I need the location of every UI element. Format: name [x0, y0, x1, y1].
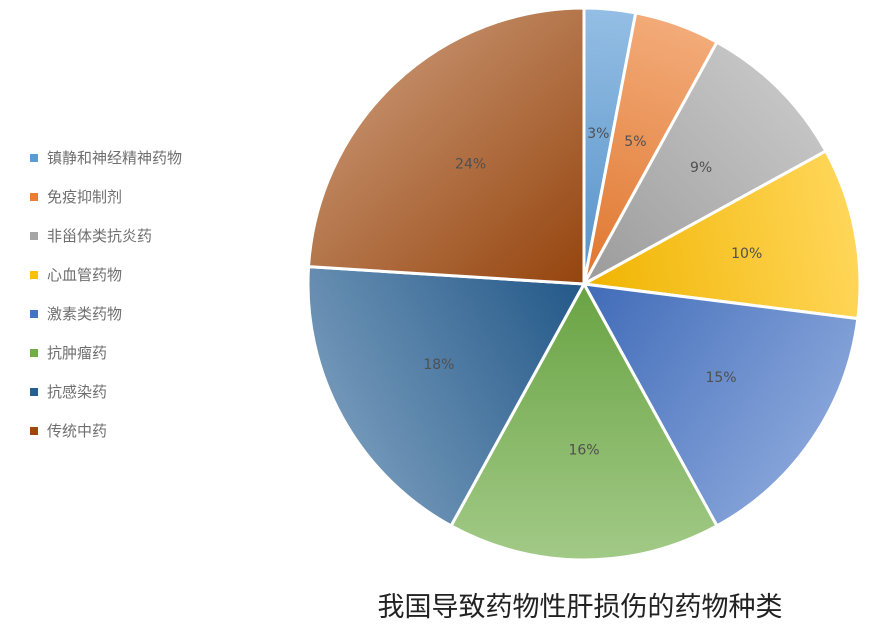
data-label-4: 10%: [731, 246, 762, 262]
legend: 镇静和神经精神药物免疫抑制剂非甾体类抗炎药心血管药物激素类药物抗肿瘤药抗感染药传…: [30, 149, 182, 440]
pie-slice-3: [582, 40, 828, 286]
data-label-6: 16%: [568, 443, 599, 459]
legend-label-1: 镇静和神经精神药物: [47, 149, 182, 167]
pie-slices: [306, 6, 862, 562]
data-label-8: 24%: [455, 156, 486, 172]
legend-label-5: 激素类药物: [47, 305, 122, 323]
legend-swatch-5: [30, 310, 38, 318]
pie-slice-4: [582, 149, 862, 321]
legend-swatch-2: [30, 193, 38, 201]
data-label-2: 5%: [624, 134, 646, 150]
legend-swatch-7: [30, 388, 38, 396]
chart-title: 我国导致药物性肝损伤的药物种类: [378, 592, 783, 623]
pie-slice-7: [306, 265, 586, 528]
legend-swatch-6: [30, 349, 38, 357]
data-label-7: 18%: [423, 357, 454, 373]
pie-data-labels: 3% 5% 9% 10% 15% 16% 18% 24%: [423, 126, 762, 459]
legend-label-8: 传统中药: [47, 422, 107, 440]
legend-label-3: 非甾体类抗炎药: [47, 227, 152, 245]
legend-swatch-8: [30, 427, 38, 435]
legend-swatch-4: [30, 271, 38, 279]
data-label-5: 15%: [705, 370, 736, 386]
data-label-1: 3%: [587, 126, 609, 142]
data-label-3: 9%: [690, 160, 712, 176]
pie-slice-8: [307, 6, 586, 286]
legend-label-6: 抗肿瘤药: [47, 344, 107, 362]
legend-swatch-3: [30, 232, 38, 240]
pie-slice-6: [449, 282, 719, 562]
legend-label-4: 心血管药物: [47, 266, 122, 284]
legend-swatch-1: [30, 154, 38, 162]
legend-label-7: 抗感染药: [47, 383, 107, 401]
legend-label-2: 免疫抑制剂: [47, 188, 122, 206]
pie-slice-5: [582, 282, 860, 528]
